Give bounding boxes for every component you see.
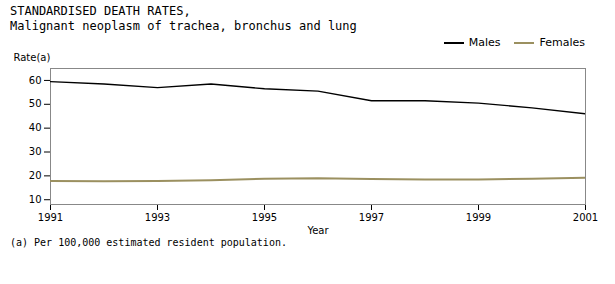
svg-text:1993: 1993 [145,212,170,223]
svg-text:60: 60 [29,75,42,86]
svg-text:1995: 1995 [252,212,277,223]
svg-text:2001: 2001 [573,212,598,223]
svg-text:1999: 1999 [466,212,491,223]
svg-text:1991: 1991 [38,212,63,223]
svg-text:20: 20 [29,170,42,181]
svg-text:Rate(a): Rate(a) [14,52,51,63]
html-text:STANDARDISED DEATH RATES,: STANDARDISED DEATH RATES, [10,4,191,18]
html-text:Females: Females [539,35,585,49]
html-text:Males: Males [468,35,501,49]
svg-text:40: 40 [29,122,42,133]
svg-text:50: 50 [29,98,42,109]
html-text:(a) Per 100,000 estimated resi: (a) Per 100,000 estimated resident popul… [10,237,287,248]
html-text:Malignant neoplasm of trachea,: Malignant neoplasm of trachea, bronchus … [10,19,357,33]
svg-text:1997: 1997 [359,212,384,223]
svg-text:Year: Year [306,225,329,236]
svg-text:10: 10 [29,194,42,205]
svg-text:30: 30 [29,146,42,157]
